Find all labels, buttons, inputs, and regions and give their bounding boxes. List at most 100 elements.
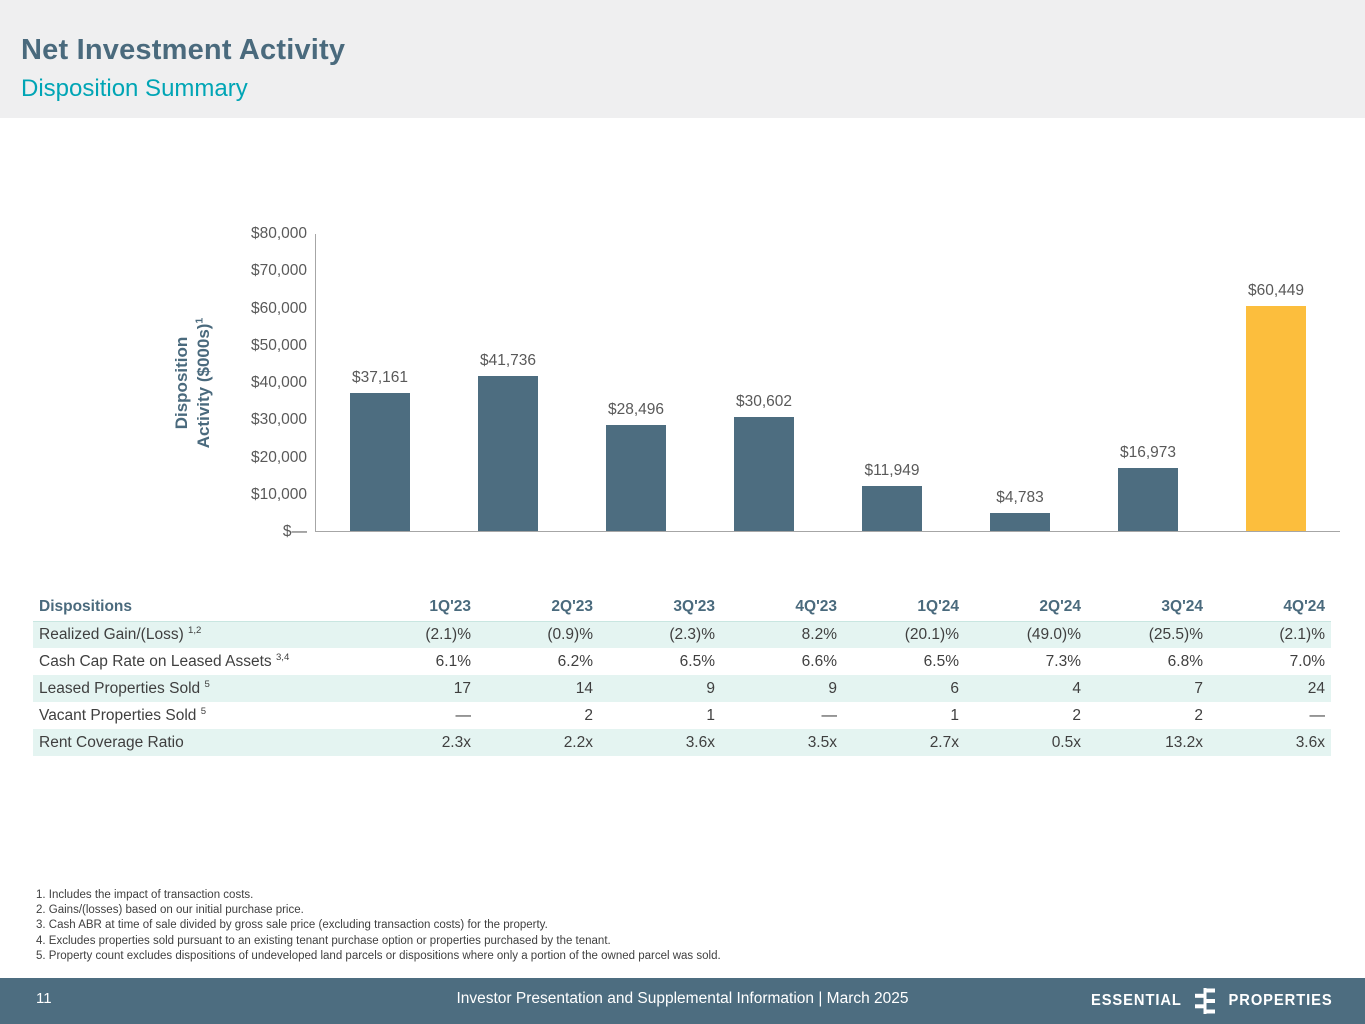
table-header-dispositions: Dispositions bbox=[33, 594, 355, 622]
bar-slot-3Q'23: $28,496 bbox=[572, 234, 700, 531]
bar-value-label: $41,736 bbox=[479, 352, 537, 369]
y-tick-label: $40,000 bbox=[250, 374, 307, 391]
table-cell: 2.7x bbox=[929, 733, 959, 751]
essential-properties-logo-icon bbox=[1194, 988, 1215, 1014]
y-axis-tick-labels: $80,000 $70,000 $60,000 $50,000 $40,000 $30,0… bbox=[168, 225, 307, 540]
footnote-line: 2. Gains/(losses) based on our initial p… bbox=[36, 904, 304, 917]
bar-2Q'24 bbox=[990, 513, 1050, 531]
bar-4Q'23 bbox=[734, 417, 794, 531]
page-subtitle: Disposition Summary bbox=[21, 75, 248, 102]
table-cell: 4 bbox=[1072, 679, 1081, 697]
bar-value-label: $60,449 bbox=[1247, 282, 1305, 299]
row-label: Realized Gain/(Loss) 1,2 bbox=[39, 624, 202, 643]
table-cell: 1 bbox=[950, 706, 959, 724]
header-band: Net Investment Activity Disposition Summ… bbox=[0, 0, 1365, 118]
table-cell: (2.3)% bbox=[669, 625, 715, 643]
table-cell: 9 bbox=[828, 679, 837, 697]
row-label: Leased Properties Sold 5 bbox=[39, 678, 210, 697]
bar-value-label: $28,496 bbox=[607, 401, 665, 418]
table-header-quarter: 3Q'23 bbox=[599, 594, 721, 622]
footnote-line: 1. Includes the impact of transaction co… bbox=[36, 889, 254, 901]
y-tick-label: $80,000 bbox=[250, 225, 307, 242]
page-title: Net Investment Activity bbox=[21, 34, 346, 66]
table-cell: 8.2% bbox=[801, 625, 837, 643]
y-tick-label: $10,000 bbox=[250, 485, 307, 503]
table-cell: 2 bbox=[1194, 706, 1203, 724]
bar-slot-1Q'23: $37,161 bbox=[316, 234, 444, 531]
bar-value-label: $16,973 bbox=[1119, 444, 1177, 461]
page-number: 11 bbox=[36, 990, 52, 1007]
footnotes: 1. Includes the impact of transaction co… bbox=[36, 888, 721, 964]
table-cell: 6.8% bbox=[1167, 652, 1203, 670]
table-cell: 24 bbox=[1307, 679, 1325, 697]
table-cell: 0.5x bbox=[1051, 733, 1081, 751]
table-cell: 3.6x bbox=[1295, 733, 1325, 751]
bar-1Q'23 bbox=[350, 393, 410, 531]
bar-slot-2Q'23: $41,736 bbox=[444, 234, 572, 531]
table-header-quarter: 2Q'24 bbox=[965, 594, 1087, 622]
bar-3Q'24 bbox=[1118, 468, 1178, 531]
plot-area: $37,161 $41,736 $28,496 $30,602 $11,949 $4,78… bbox=[315, 234, 1340, 532]
table-row: Rent Coverage Ratio 2.3x 2.2x 3.6x 3.5x 2.7x 0… bbox=[33, 729, 1331, 756]
bar-value-label: $30,602 bbox=[735, 393, 793, 410]
table-cell: 7.3% bbox=[1045, 652, 1081, 670]
table-cell: (0.9)% bbox=[547, 625, 593, 643]
y-tick-label: $60,000 bbox=[250, 299, 307, 317]
table-header-row: Dispositions 1Q'23 2Q'23 3Q'23 4Q'23 1Q'24 2Q… bbox=[33, 594, 1331, 622]
table-cell: 13.2x bbox=[1165, 733, 1203, 751]
bar-3Q'23 bbox=[606, 425, 666, 531]
table-cell: 9 bbox=[706, 679, 715, 697]
table-cell: 6.6% bbox=[801, 652, 837, 670]
table-cell: 6.2% bbox=[557, 652, 593, 670]
table-header-quarter: 4Q'24 bbox=[1209, 594, 1331, 622]
bar-slot-2Q'24: $4,783 bbox=[956, 234, 1084, 531]
y-tick-label: $70,000 bbox=[250, 262, 307, 280]
table-cell: 2.3x bbox=[441, 733, 471, 751]
footnote-line: 3. Cash ABR at time of sale divided by g… bbox=[36, 919, 548, 932]
table-cell: (20.1)% bbox=[904, 625, 959, 643]
footer-band: 11 Investor Presentation and Supplementa… bbox=[0, 978, 1365, 1024]
dispositions-table: Dispositions 1Q'23 2Q'23 3Q'23 4Q'23 1Q'24 2Q… bbox=[33, 594, 1331, 756]
table-cell: (49.0)% bbox=[1026, 625, 1081, 643]
table-header-quarter: 4Q'23 bbox=[721, 594, 843, 622]
table-cell: 14 bbox=[575, 679, 593, 697]
table-header-quarter: 1Q'24 bbox=[843, 594, 965, 622]
table-cell: (2.1)% bbox=[425, 625, 471, 643]
bar-value-label: $4,783 bbox=[996, 489, 1044, 506]
bar-value-label: $11,949 bbox=[864, 462, 920, 479]
company-logo: ESSENTIAL PROPERTIES bbox=[1087, 987, 1337, 1015]
table-cell: — bbox=[821, 706, 838, 724]
y-tick-label: $20,000 bbox=[250, 448, 307, 466]
bar-2Q'23 bbox=[478, 376, 538, 531]
y-tick-label: $30,000 bbox=[250, 411, 307, 429]
table-cell: 7 bbox=[1194, 679, 1203, 697]
table-cell: 2.2x bbox=[563, 733, 593, 751]
footnote-line: 5. Property count excludes dispositions … bbox=[36, 949, 721, 962]
bar-slot-3Q'24: $16,973 bbox=[1084, 234, 1212, 531]
y-tick-label: $50,000 bbox=[250, 336, 307, 354]
table-cell: 6.5% bbox=[679, 652, 715, 670]
table-cell: 6 bbox=[950, 679, 959, 697]
table-header-quarter: 3Q'24 bbox=[1087, 594, 1209, 622]
table-cell: 17 bbox=[453, 679, 471, 697]
table-cell: — bbox=[1309, 706, 1326, 724]
bar-chart: Disposition Activity ($000s)1 $80,000 $70,… bbox=[168, 225, 1343, 557]
footer-caption: Investor Presentation and Supplemental I… bbox=[456, 990, 909, 1007]
row-label: Vacant Properties Sold 5 bbox=[39, 705, 207, 724]
bar-value-label: $37,161 bbox=[351, 369, 409, 386]
table-header-quarter: 2Q'23 bbox=[477, 594, 599, 622]
bar-1Q'24 bbox=[862, 486, 922, 531]
row-label: Cash Cap Rate on Leased Assets 3,4 bbox=[39, 651, 290, 670]
logo-word-essential: ESSENTIAL bbox=[1091, 992, 1182, 1009]
table-cell: (25.5)% bbox=[1148, 625, 1203, 643]
logo-word-properties: PROPERTIES bbox=[1228, 992, 1333, 1009]
table-row: Vacant Properties Sold 5 — 2 1 — 1 2 2 — bbox=[33, 702, 1331, 729]
table-row: Leased Properties Sold 5 17 14 9 9 6 4 7 24 bbox=[33, 675, 1331, 702]
table-cell: — bbox=[455, 706, 472, 724]
bar-4Q'24 bbox=[1246, 306, 1306, 531]
table-cell: 2 bbox=[584, 706, 593, 724]
table-cell: 3.5x bbox=[807, 733, 837, 751]
table-cell: 6.1% bbox=[435, 652, 471, 670]
table-cell: (2.1)% bbox=[1279, 625, 1325, 643]
